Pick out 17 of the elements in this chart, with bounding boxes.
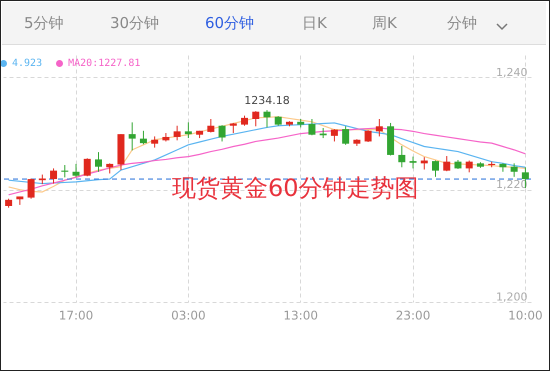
text: 5分钟 [24, 14, 64, 33]
annotation: 1234.18 [244, 94, 290, 108]
text: 分钟 [447, 14, 477, 33]
text: 60分钟 [205, 14, 254, 33]
x-tick-label: 23:00 [396, 308, 430, 322]
x-tick-label: 17:00 [58, 308, 94, 322]
text: 日K [302, 14, 327, 33]
text: 30分钟 [110, 14, 160, 33]
legend-label: 4.923 [11, 58, 42, 69]
x-tick-label: 13:00 [283, 308, 318, 322]
y-tick-label: 1,240 [496, 66, 528, 79]
y-tick-label: 1,200 [496, 290, 528, 304]
x-tick-label: 03:00 [171, 308, 206, 322]
x-tick-label: 10:00 [508, 308, 543, 322]
legend-label: MA20:1227.81 [67, 58, 140, 69]
text: 现货黄金60分钟走势图 [172, 173, 419, 204]
text: 周K [372, 14, 397, 33]
